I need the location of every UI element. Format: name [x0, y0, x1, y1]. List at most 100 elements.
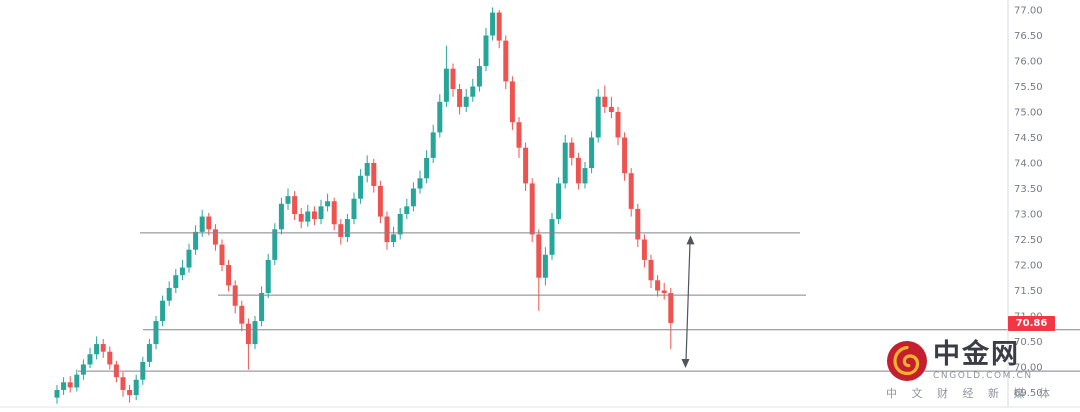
candle-body	[173, 275, 179, 288]
price-axis-label: 72.00	[1014, 261, 1043, 272]
candle-body	[265, 259, 271, 294]
candle-body	[509, 81, 515, 123]
candle-body	[133, 379, 139, 396]
candle-body	[622, 137, 628, 174]
candle-body	[127, 389, 133, 396]
candle-body	[503, 40, 509, 82]
brand-logo-icon	[887, 341, 927, 381]
candle-body	[391, 234, 397, 243]
candle-body	[404, 206, 410, 214]
brand-tagline: 中 文 财 经 新 媒 体	[886, 387, 1056, 400]
candle-body	[358, 175, 364, 199]
candle-body	[424, 157, 430, 179]
candle-body	[437, 101, 443, 133]
candle-body	[628, 173, 634, 209]
candle-body	[523, 147, 529, 184]
candle-body	[94, 344, 100, 355]
candle-body	[483, 35, 489, 67]
candle-body	[562, 142, 568, 184]
candle-body	[661, 290, 667, 294]
candle-body	[589, 137, 595, 169]
candle-body	[186, 249, 192, 268]
candle-body	[272, 229, 278, 260]
candle-body	[344, 219, 350, 237]
candle-body	[292, 196, 298, 214]
candle-body	[245, 323, 251, 345]
candle-body	[153, 321, 159, 345]
candle-body	[470, 86, 476, 97]
candle-body	[318, 206, 324, 220]
candle-body	[371, 163, 377, 186]
price-axis-label: 73.50	[1014, 184, 1043, 195]
candle-body	[655, 280, 661, 291]
candle-body	[384, 216, 390, 243]
price-axis-label: 70.50	[1014, 337, 1043, 348]
price-axis-label: 75.00	[1014, 108, 1043, 119]
candle-body	[166, 287, 172, 301]
price-axis-label: 77.00	[1014, 6, 1043, 17]
candle-body	[193, 231, 199, 250]
candle-body	[602, 96, 608, 107]
candle-body	[608, 106, 614, 112]
candle-body	[338, 224, 344, 237]
candle-body	[569, 142, 575, 158]
candle-body	[305, 211, 311, 222]
candle-body	[206, 216, 212, 230]
candle-body	[430, 132, 436, 158]
candle-body	[397, 214, 403, 235]
brand-name: 中金网	[933, 338, 1020, 370]
brand-watermark: 中金网 CNGOLD.COM.CN 中 文 财 经 新 媒 体	[886, 340, 1078, 401]
candle-body	[575, 157, 581, 184]
candle-body	[536, 234, 542, 278]
candle-body	[259, 293, 265, 322]
candle-body	[80, 364, 86, 375]
candle-body	[351, 198, 357, 220]
candle-body	[410, 188, 416, 207]
range-arrow-line	[685, 242, 691, 362]
price-axis-label: 74.00	[1014, 159, 1043, 170]
candle-body	[450, 68, 456, 90]
candle-body	[74, 374, 80, 388]
candle-body	[212, 229, 218, 245]
candle-body	[529, 183, 535, 235]
price-axis-label: 70.00	[1014, 363, 1043, 374]
candle-body	[146, 344, 152, 362]
last-price-tag: 70.86	[1008, 315, 1055, 331]
candle-body	[226, 265, 232, 286]
price-axis-label: 75.50	[1014, 82, 1043, 93]
candle-body	[516, 122, 522, 148]
range-arrow-head-down	[681, 359, 690, 369]
price-axis-label: 76.50	[1014, 31, 1043, 42]
candle-body	[443, 68, 449, 102]
candle-body	[278, 203, 284, 230]
candle-body	[490, 12, 496, 36]
brand-domain: CNGOLD.COM.CN	[933, 371, 1033, 382]
candle-body	[232, 285, 238, 306]
price-axis-label: 69.50	[1014, 388, 1043, 399]
candle-body	[668, 293, 674, 324]
candle-body	[199, 216, 205, 232]
candle-body	[325, 201, 331, 207]
candle-body	[252, 321, 258, 345]
candle-body	[54, 389, 60, 398]
candle-body	[331, 201, 337, 225]
candle-body	[61, 382, 67, 390]
candle-body	[496, 12, 502, 41]
candle-body	[298, 214, 304, 222]
candle-body	[120, 377, 126, 390]
price-axis-label: 72.50	[1014, 235, 1043, 246]
candle-body	[179, 267, 185, 276]
candle-body	[463, 96, 469, 107]
candle-body	[457, 89, 463, 107]
candle-body	[239, 305, 245, 324]
candle-body	[476, 66, 482, 87]
candle-body	[219, 244, 225, 265]
candle-body	[67, 382, 73, 388]
candle-body	[582, 168, 588, 184]
candle-body	[641, 239, 647, 260]
price-axis-label: 76.00	[1014, 57, 1043, 68]
candle-body	[542, 254, 548, 278]
price-axis-label: 71.50	[1014, 286, 1043, 297]
candle-body	[595, 96, 601, 138]
